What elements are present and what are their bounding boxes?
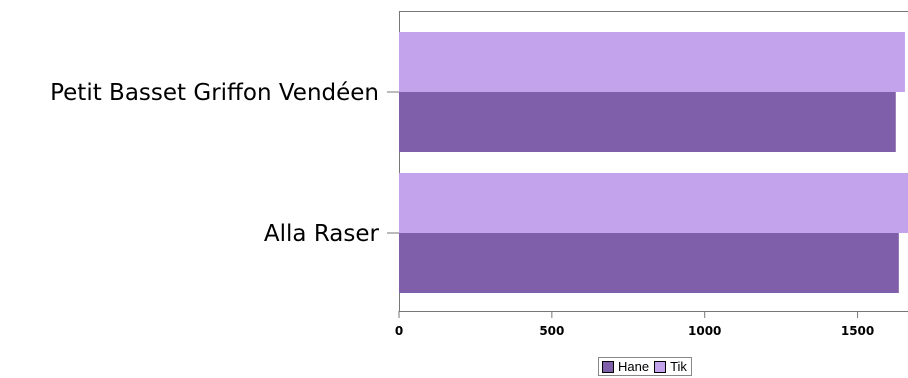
x-tick-label-2: 1000 <box>688 324 721 338</box>
bar-tik-1 <box>399 173 908 233</box>
bar-tik-0 <box>399 32 905 92</box>
bars-layer <box>399 32 908 293</box>
legend-item-hane: Hane <box>602 359 649 374</box>
legend: Hane Tik <box>598 357 692 376</box>
plot-frame <box>399 11 908 312</box>
y-tick-label-0: Petit Basset Griffon Vendéen <box>50 80 379 106</box>
x-tick-label-1: 500 <box>539 324 564 338</box>
y-axis: Petit Basset Griffon Vendéen Alla Raser <box>50 80 399 247</box>
bar-hane-1 <box>399 233 899 293</box>
bar-chart: Petit Basset Griffon Vendéen Alla Raser 0… <box>50 11 908 338</box>
x-tick-label-0: 0 <box>395 324 403 338</box>
legend-label-hane: Hane <box>618 359 650 374</box>
y-tick-label-1: Alla Raser <box>264 221 380 247</box>
x-tick-label-3: 1500 <box>841 324 874 338</box>
bar-hane-0 <box>399 92 896 152</box>
legend-label-tik: Tik <box>670 359 687 374</box>
x-axis: 0 500 1000 1500 <box>395 311 874 338</box>
legend-swatch-hane <box>602 360 614 373</box>
legend-item-tik: Tik <box>654 359 687 374</box>
legend-swatch-tik <box>654 360 667 373</box>
